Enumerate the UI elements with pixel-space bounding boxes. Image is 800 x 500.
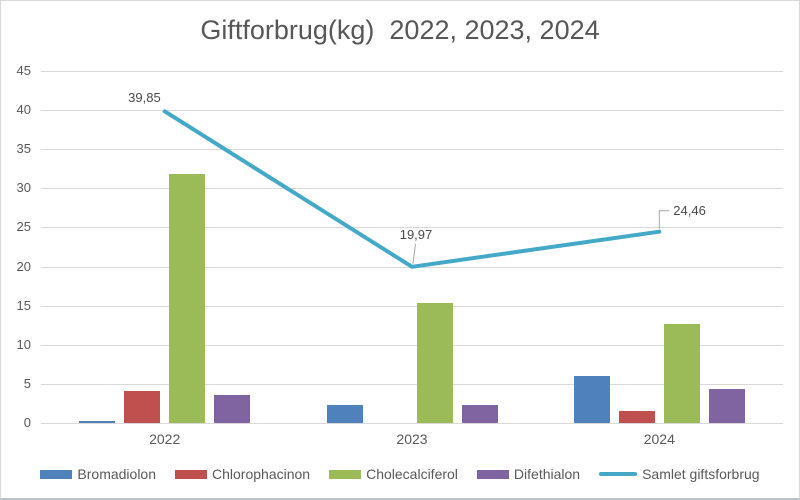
gridline-20 xyxy=(41,266,783,268)
legend-label-chlorophacinon: Chlorophacinon xyxy=(212,466,311,482)
bar-difethialon-2023 xyxy=(461,405,498,423)
y-axis-label-30: 30 xyxy=(16,180,31,196)
legend-item-cholecalciferol: Cholecalciferol xyxy=(329,466,458,482)
line-data-label-2024: 24,46 xyxy=(673,202,706,218)
bar-cholecalciferol-2024 xyxy=(663,324,700,423)
y-axis-label-20: 20 xyxy=(16,258,31,274)
bar-chlorophacinon-2024 xyxy=(618,411,655,423)
legend-swatch-bromadiolon xyxy=(40,469,73,479)
y-axis-label-45: 45 xyxy=(16,63,31,78)
legend-swatch-chlorophacinon xyxy=(175,469,208,479)
gridline-10 xyxy=(41,344,783,346)
legend-item-samlet-giftsforbrug: Samlet giftsforbrug xyxy=(599,466,760,482)
y-axis-label-10: 10 xyxy=(16,336,31,352)
gridline-0 xyxy=(41,423,783,424)
legend-label-difethialon: Difethialon xyxy=(513,466,581,482)
y-axis-label-35: 35 xyxy=(16,141,31,157)
gridline-45 xyxy=(41,71,783,72)
legend-item-chlorophacinon: Chlorophacinon xyxy=(175,466,310,482)
legend: Bromadiolon Chlorophacinon Cholecalciferol… xyxy=(1,462,799,486)
bar-difethialon-2022 xyxy=(214,394,251,423)
legend-line-swatch-samlet-giftsforbrug xyxy=(599,472,638,476)
bar-bromadiolon-2024 xyxy=(573,376,610,423)
y-axis-label-15: 15 xyxy=(16,297,31,313)
legend-swatch-cholecalciferol xyxy=(329,469,362,479)
bar-bromadiolon-2022 xyxy=(79,420,116,423)
bar-cholecalciferol-2023 xyxy=(416,302,453,423)
legend-item-difethialon: Difethialon xyxy=(476,466,581,482)
x-axis-label-2022: 2022 xyxy=(149,431,181,447)
y-axis-label-5: 5 xyxy=(23,375,31,391)
gridline-30 xyxy=(41,188,783,190)
legend-label-cholecalciferol: Cholecalciferol xyxy=(366,466,458,482)
gridline-35 xyxy=(41,149,783,151)
y-axis-label-0: 0 xyxy=(23,415,31,430)
x-axis-label-2023: 2023 xyxy=(396,431,428,447)
leader-line-2024 xyxy=(658,210,670,229)
y-axis-label-25: 25 xyxy=(16,219,31,235)
gridline-5 xyxy=(41,383,783,385)
bar-difethialon-2024 xyxy=(708,389,745,423)
bar-chlorophacinon-2022 xyxy=(124,390,161,423)
leader-line-2023 xyxy=(412,243,416,264)
chart-title: Giftforbrug(kg) 2022, 2023, 2024 xyxy=(200,15,600,45)
gridline-40 xyxy=(41,110,783,112)
line-data-label-2022: 39,85 xyxy=(128,90,161,106)
x-axis-label-2024: 2024 xyxy=(643,431,675,447)
legend-label-bromadiolon: Bromadiolon xyxy=(77,466,157,482)
legend-swatch-difethialon xyxy=(476,469,509,479)
line-data-label-2023: 19,97 xyxy=(399,226,433,242)
bar-bromadiolon-2023 xyxy=(326,404,363,423)
legend-label-samlet-giftsforbrug: Samlet giftsforbrug xyxy=(642,466,760,482)
bar-cholecalciferol-2022 xyxy=(169,174,206,423)
legend-item-bromadiolon: Bromadiolon xyxy=(40,466,156,482)
gridline-15 xyxy=(41,305,783,307)
y-axis-label-40: 40 xyxy=(16,102,31,118)
